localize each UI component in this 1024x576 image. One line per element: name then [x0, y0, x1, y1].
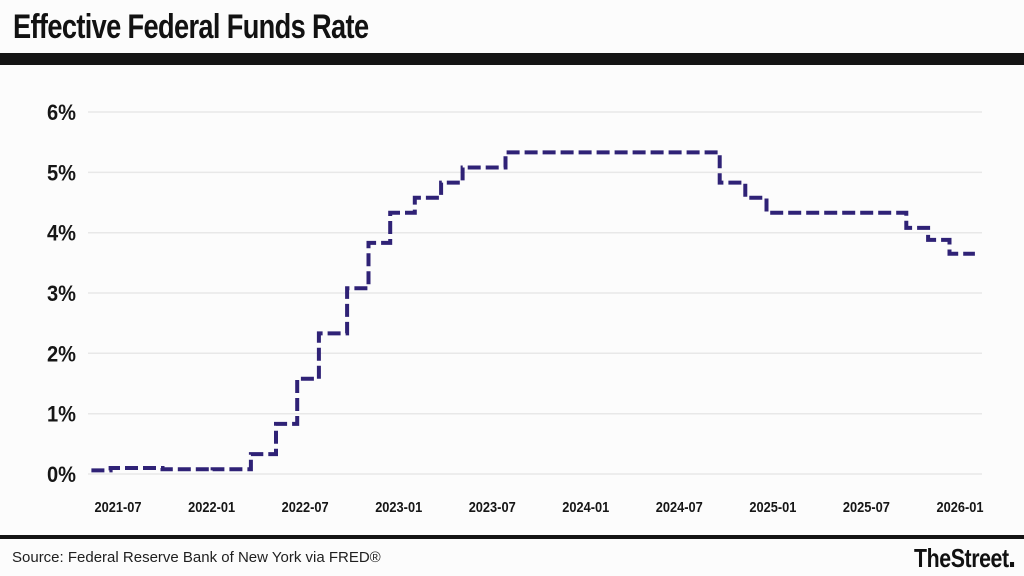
x-axis-tick-label: 2024-07 — [656, 500, 703, 516]
effective-federal-funds-rate-chart: 6% 5% 4% 3% 2% 1% 0% 2021-07 2022-01 2022-07 2023-… — [47, 100, 984, 516]
brand-dot — [1009, 562, 1014, 567]
x-axis-tick-label: 2022-07 — [282, 500, 329, 516]
rate-line — [91, 150, 975, 473]
y-axis-tick-label: 6% — [47, 100, 76, 125]
header-divider-bar — [0, 53, 1024, 65]
y-axis-tick-label: 1% — [47, 402, 76, 427]
chart-container: 6% 5% 4% 3% 2% 1% 0% 2021-07 2022-01 2022-07 2023-… — [0, 70, 1024, 532]
y-axis-tick-label: 0% — [47, 462, 76, 487]
x-axis-tick-label: 2022-01 — [188, 500, 235, 516]
x-axis-tick-label: 2025-01 — [749, 500, 796, 516]
thestreet-logo: TheStreet — [914, 543, 1014, 574]
x-axis-tick-label: 2023-01 — [375, 500, 422, 516]
source-attribution: Source: Federal Reserve Bank of New York… — [12, 549, 381, 566]
x-axis-tick-label: 2021-07 — [95, 500, 142, 516]
y-axis-tick-label: 4% — [47, 221, 76, 246]
page-title: Effective Federal Funds Rate — [13, 8, 369, 46]
brand-text: TheStreet — [913, 543, 1009, 573]
x-axis-tick-label: 2024-01 — [562, 500, 609, 516]
footer-divider-line — [0, 535, 1024, 539]
x-axis-tick-label: 2026-01 — [937, 500, 984, 516]
y-axis-tick-label: 2% — [47, 341, 76, 366]
y-axis-tick-label: 3% — [47, 281, 76, 306]
x-axis-tick-label: 2023-07 — [469, 500, 516, 516]
y-axis-tick-label: 5% — [47, 160, 76, 185]
x-axis-tick-label: 2025-07 — [843, 500, 890, 516]
